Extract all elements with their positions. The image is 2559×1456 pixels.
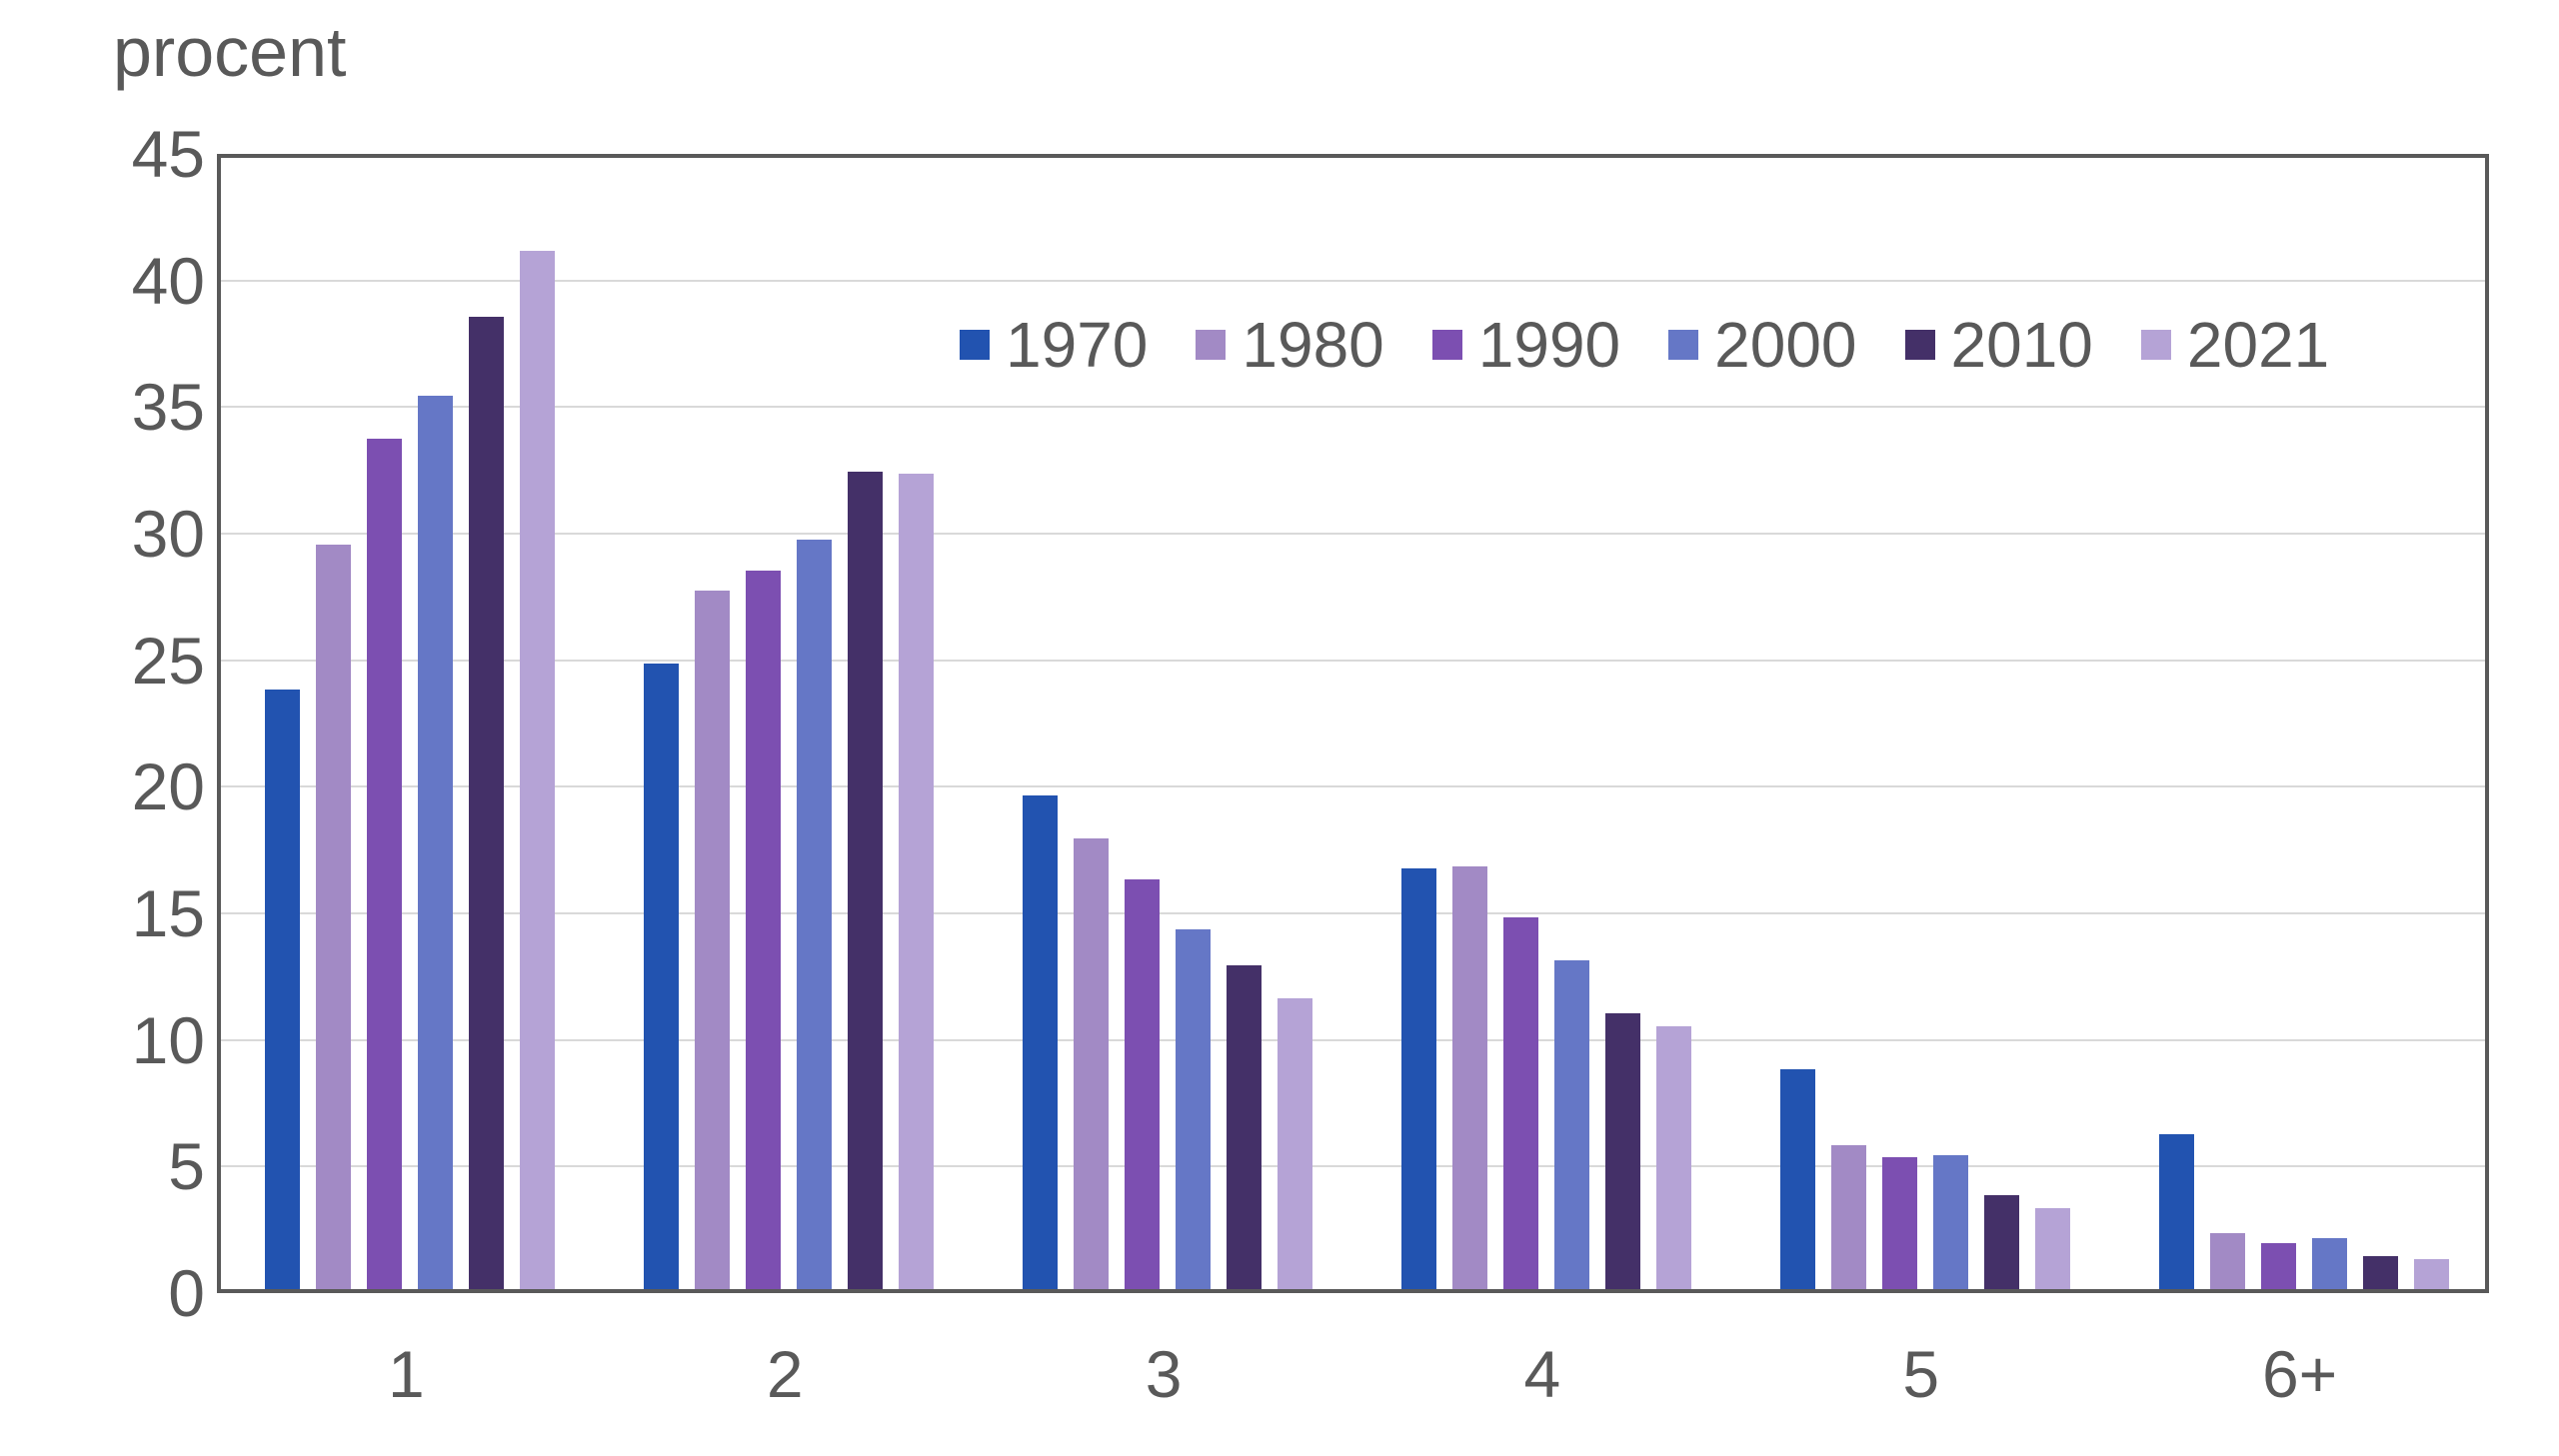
- legend-swatch-1970: [960, 330, 990, 360]
- bar-2021-6+: [2413, 1258, 2449, 1289]
- bar-1990-2: [746, 570, 782, 1289]
- x-axis-label-5: 5: [1902, 1337, 1940, 1411]
- bar-1990-3: [1125, 878, 1161, 1289]
- bar-2010-5: [1983, 1195, 2019, 1289]
- bar-group-3: [979, 158, 1357, 1289]
- y-axis-title: procent: [113, 13, 347, 91]
- bar-2000-4: [1553, 959, 1589, 1289]
- bar-1970-5: [1779, 1068, 1815, 1289]
- bar-1990-1: [367, 438, 403, 1289]
- bar-group-4: [1357, 158, 1736, 1289]
- bar-2021-4: [1655, 1025, 1691, 1289]
- legend-item-1980: 1980: [1196, 309, 1384, 381]
- bar-2000-2: [797, 540, 833, 1289]
- bar-2000-1: [418, 395, 454, 1289]
- bar-2021-2: [899, 474, 935, 1289]
- bar-2010-6+: [2362, 1256, 2398, 1289]
- plot-area: [217, 154, 2489, 1293]
- legend-item-1970: 1970: [960, 312, 1148, 378]
- gridline-30: [221, 533, 2485, 535]
- y-axis-label-35: 35: [131, 370, 205, 445]
- legend-item-2021: 2021: [2140, 309, 2330, 381]
- legend-label-2010: 2010: [1950, 309, 2093, 381]
- bar-1970-3: [1023, 795, 1059, 1289]
- bar-2010-2: [848, 471, 884, 1289]
- bar-2021-1: [520, 251, 556, 1289]
- bar-2000-6+: [2311, 1238, 2347, 1289]
- legend-item-2010: 2010: [1904, 309, 2093, 381]
- legend-label-1980: 1980: [1242, 309, 1384, 381]
- y-axis-label-30: 30: [131, 497, 205, 571]
- y-axis-label-25: 25: [131, 623, 205, 698]
- bar-1970-4: [1400, 868, 1436, 1289]
- gridline-40: [221, 279, 2485, 282]
- bar-2000-3: [1176, 929, 1212, 1289]
- bar-2021-5: [2034, 1207, 2070, 1289]
- bar-1980-6+: [2209, 1233, 2245, 1289]
- bar-1990-4: [1502, 916, 1538, 1289]
- y-axis-label-40: 40: [131, 243, 205, 318]
- bar-group-1: [221, 158, 600, 1289]
- legend: 1970 1980 1990 2000 2010 2021: [960, 312, 2329, 378]
- legend-label-2021: 2021: [2186, 309, 2330, 381]
- bar-1980-4: [1451, 865, 1487, 1289]
- legend-swatch-1990: [1431, 330, 1462, 360]
- gridline-10: [221, 1038, 2485, 1041]
- gridline-20: [221, 785, 2485, 788]
- gridline-15: [221, 912, 2485, 914]
- legend-swatch-2021: [2140, 330, 2171, 360]
- bar-1970-2: [644, 664, 680, 1289]
- legend-swatch-2010: [1904, 330, 1935, 360]
- legend-label-1990: 1990: [1477, 309, 1621, 381]
- bar-1970-1: [265, 689, 301, 1289]
- bar-group-2: [600, 158, 979, 1289]
- legend-label-2000: 2000: [1714, 309, 1857, 381]
- gridline-35: [221, 406, 2485, 409]
- legend-label-1970: 1970: [1006, 309, 1149, 381]
- y-axis-label-15: 15: [131, 876, 205, 950]
- legend-item-1990: 1990: [1431, 309, 1621, 381]
- y-axis-label-0: 0: [168, 1256, 205, 1330]
- bar-2021-3: [1278, 997, 1313, 1289]
- x-axis-label-2: 2: [766, 1337, 804, 1411]
- bar-1980-3: [1074, 838, 1110, 1289]
- bar-group-6+: [2114, 158, 2493, 1289]
- y-axis-label-20: 20: [131, 749, 205, 824]
- bar-group-5: [1735, 158, 2114, 1289]
- x-axis-label-1: 1: [388, 1337, 425, 1411]
- bar-1980-5: [1830, 1144, 1866, 1289]
- gridline-25: [221, 659, 2485, 662]
- y-axis-label-45: 45: [131, 117, 205, 191]
- bar-2000-5: [1932, 1154, 1968, 1289]
- legend-swatch-1980: [1196, 330, 1227, 360]
- gridline-5: [221, 1165, 2485, 1168]
- bar-2010-1: [469, 317, 505, 1289]
- x-axis-label-6+: 6+: [2261, 1337, 2338, 1411]
- legend-swatch-2000: [1668, 330, 1699, 360]
- x-axis-label-4: 4: [1523, 1337, 1561, 1411]
- x-axis-label-3: 3: [1145, 1337, 1183, 1411]
- y-axis-label-10: 10: [131, 1002, 205, 1077]
- bar-2010-4: [1604, 1012, 1640, 1289]
- bar-1990-5: [1881, 1157, 1917, 1289]
- bar-2010-3: [1227, 964, 1263, 1289]
- bar-1970-6+: [2158, 1134, 2194, 1289]
- y-axis-label-5: 5: [168, 1129, 205, 1204]
- bar-1990-6+: [2260, 1243, 2296, 1289]
- legend-item-2000: 2000: [1668, 309, 1857, 381]
- bar-1980-1: [316, 545, 352, 1289]
- bar-1980-2: [695, 590, 731, 1289]
